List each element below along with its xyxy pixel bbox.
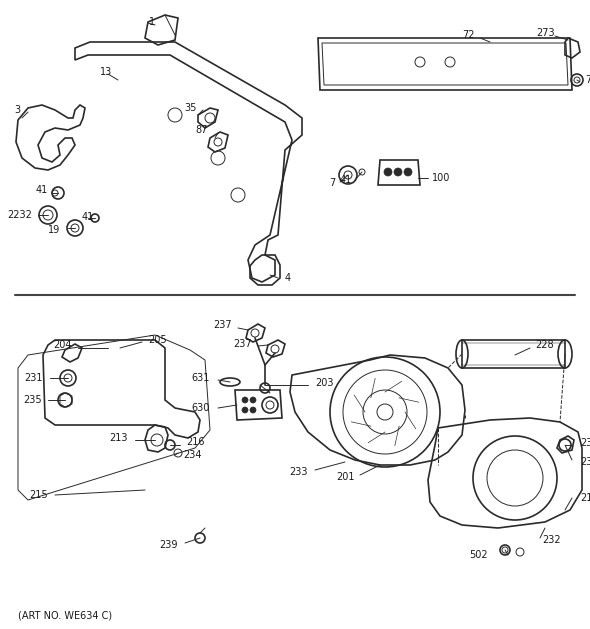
Circle shape (242, 397, 248, 403)
Text: 87: 87 (196, 125, 208, 135)
Text: 13: 13 (100, 67, 112, 77)
Text: 232: 232 (542, 535, 560, 545)
Text: 216: 216 (186, 437, 205, 447)
Text: 204: 204 (54, 340, 72, 350)
Text: (ART NO. WE634 C): (ART NO. WE634 C) (18, 610, 112, 620)
Text: 273: 273 (536, 28, 555, 38)
Circle shape (250, 397, 256, 403)
Circle shape (250, 407, 256, 413)
Text: 237: 237 (580, 438, 590, 448)
Circle shape (394, 168, 402, 176)
Circle shape (404, 168, 412, 176)
Text: 100: 100 (432, 173, 450, 183)
Text: 4: 4 (285, 273, 291, 283)
Text: 215: 215 (30, 490, 48, 500)
Text: 72: 72 (463, 30, 475, 40)
Text: 237: 237 (234, 339, 252, 349)
Text: 75: 75 (585, 75, 590, 85)
Text: 233: 233 (290, 467, 308, 477)
Text: 231: 231 (25, 373, 43, 383)
Text: 237: 237 (214, 320, 232, 330)
Circle shape (384, 168, 392, 176)
Text: 1: 1 (149, 17, 155, 27)
Text: 213: 213 (110, 433, 128, 443)
Text: 19: 19 (48, 225, 60, 235)
Text: 239: 239 (159, 540, 178, 550)
Text: 230: 230 (580, 457, 590, 467)
Text: 7: 7 (329, 178, 335, 188)
Text: 41: 41 (340, 175, 352, 185)
Text: 2232: 2232 (7, 210, 32, 220)
Text: 41: 41 (36, 185, 48, 195)
Text: 3: 3 (14, 105, 20, 115)
Text: 631: 631 (192, 373, 210, 383)
Text: 502: 502 (470, 550, 488, 560)
Text: 203: 203 (315, 378, 333, 388)
Text: 205: 205 (148, 335, 166, 345)
Text: 630: 630 (192, 403, 210, 413)
Text: 235: 235 (24, 395, 42, 405)
Text: 35: 35 (185, 103, 197, 113)
Text: 201: 201 (336, 472, 355, 482)
Circle shape (242, 407, 248, 413)
Text: 218: 218 (580, 493, 590, 503)
Text: 228: 228 (535, 340, 553, 350)
Text: 234: 234 (183, 450, 202, 460)
Text: 41: 41 (82, 212, 94, 222)
